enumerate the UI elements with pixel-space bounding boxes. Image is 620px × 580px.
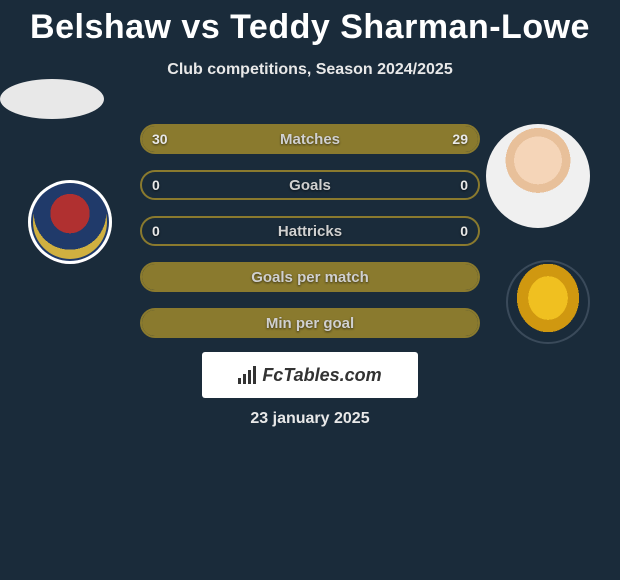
player-left-avatar (0, 79, 104, 119)
stat-row-hattricks: 0 Hattricks 0 (140, 216, 480, 246)
subtitle: Club competitions, Season 2024/2025 (0, 61, 620, 79)
stat-label: Min per goal (266, 315, 354, 332)
stat-label: Matches (280, 131, 340, 148)
brand-text: FcTables.com (262, 365, 381, 386)
stat-row-min-per-goal: Min per goal (140, 308, 480, 338)
stat-row-goals-per-match: Goals per match (140, 262, 480, 292)
stat-left-value: 30 (152, 126, 168, 152)
stat-row-goals: 0 Goals 0 (140, 170, 480, 200)
stat-left-value: 0 (152, 172, 160, 198)
player-left-club-crest-icon (28, 180, 112, 264)
stat-label: Hattricks (278, 223, 342, 240)
page-title: Belshaw vs Teddy Sharman-Lowe (0, 0, 620, 47)
stats-panel: 30 Matches 29 0 Goals 0 0 Hattricks 0 Go… (140, 124, 480, 354)
date-label: 23 january 2025 (0, 410, 620, 428)
player-right-avatar (486, 124, 590, 228)
stat-right-value: 29 (452, 126, 468, 152)
brand-badge: FcTables.com (202, 352, 418, 398)
stat-row-matches: 30 Matches 29 (140, 124, 480, 154)
stat-right-value: 0 (460, 218, 468, 244)
stat-right-value: 0 (460, 172, 468, 198)
bar-chart-icon (238, 366, 256, 384)
stat-left-value: 0 (152, 218, 160, 244)
stat-label: Goals (289, 177, 331, 194)
stat-label: Goals per match (251, 269, 369, 286)
player-right-club-crest-icon (506, 260, 590, 344)
